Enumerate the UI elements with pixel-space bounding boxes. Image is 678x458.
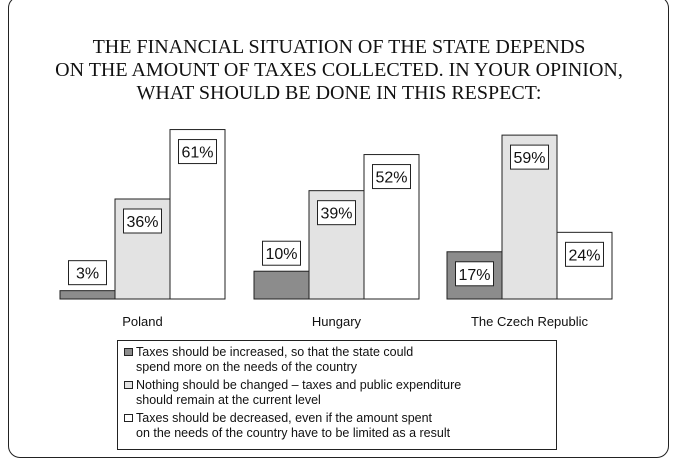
data-label: 36% xyxy=(126,214,158,231)
bar-chart: 3% 36% 61% Poland 10% 39% 52% Hungary 17% 59% 24% T… xyxy=(59,129,613,329)
data-label-box xyxy=(123,208,162,234)
legend-entry: Nothing should be changed – taxes and pu… xyxy=(124,378,556,408)
data-label: 24% xyxy=(568,247,600,264)
legend-swatch xyxy=(124,348,133,356)
data-label: 10% xyxy=(265,246,297,263)
data-label-box xyxy=(262,240,301,266)
data-label: 3% xyxy=(76,266,99,283)
category-label: Hungary xyxy=(312,314,362,329)
data-label-box xyxy=(372,164,411,190)
category-label: Poland xyxy=(122,314,162,329)
bar-1-poland xyxy=(59,290,116,300)
legend-label: Taxes should be decreased, even if the a… xyxy=(136,411,451,440)
legend-swatch xyxy=(124,381,133,389)
bar-1-hungary xyxy=(253,270,310,300)
legend-label: Taxes should be increased, so that the s… xyxy=(136,345,414,374)
data-label-box xyxy=(68,260,107,286)
data-label-box xyxy=(455,261,494,287)
data-label-box xyxy=(510,144,549,170)
legend-entry: Taxes should be increased, so that the s… xyxy=(124,345,556,375)
data-label: 59% xyxy=(513,150,545,167)
data-label-box xyxy=(178,139,217,165)
legend-label: Nothing should be changed – taxes and pu… xyxy=(136,378,462,407)
legend-entry: Taxes should be decreased, even if the a… xyxy=(124,411,556,441)
legend-swatch xyxy=(124,414,133,422)
chart-title: THE FINANCIAL SITUATION OF THE STATE DEP… xyxy=(55,36,623,104)
data-label: 52% xyxy=(375,170,407,187)
data-label-box xyxy=(317,200,356,226)
data-label: 17% xyxy=(458,267,490,284)
data-label-box xyxy=(565,241,604,267)
data-label: 39% xyxy=(320,206,352,223)
data-label: 61% xyxy=(181,145,213,162)
category-label: The Czech Republic xyxy=(471,314,589,329)
chart-legend: Taxes should be increased, so that the s… xyxy=(117,340,557,450)
